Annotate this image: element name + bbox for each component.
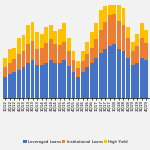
- Bar: [99, 30, 103, 53]
- Bar: [90, 48, 94, 63]
- Bar: [44, 63, 48, 98]
- Bar: [81, 51, 84, 62]
- Bar: [31, 22, 34, 40]
- Bar: [17, 70, 21, 98]
- Bar: [67, 38, 71, 51]
- Bar: [58, 63, 62, 98]
- Bar: [99, 10, 103, 30]
- Bar: [94, 23, 98, 39]
- Bar: [58, 29, 62, 45]
- Bar: [17, 38, 21, 54]
- Bar: [40, 65, 44, 98]
- Bar: [49, 39, 53, 60]
- Bar: [112, 0, 116, 14]
- Bar: [99, 53, 103, 98]
- Bar: [8, 49, 12, 63]
- Bar: [103, 6, 107, 22]
- Bar: [49, 25, 53, 39]
- Bar: [112, 14, 116, 44]
- Bar: [53, 63, 57, 98]
- Bar: [90, 32, 94, 48]
- Bar: [108, 15, 112, 46]
- Bar: [144, 30, 148, 43]
- Legend: Leveraged Loans, Institutional Loans, High Yield: Leveraged Loans, Institutional Loans, Hi…: [22, 138, 130, 146]
- Bar: [72, 72, 75, 98]
- Bar: [76, 61, 80, 68]
- Bar: [8, 63, 12, 74]
- Bar: [131, 65, 135, 98]
- Bar: [12, 72, 16, 98]
- Bar: [26, 63, 30, 98]
- Bar: [53, 31, 57, 44]
- Bar: [17, 54, 21, 70]
- Bar: [135, 34, 139, 46]
- Bar: [126, 38, 130, 58]
- Bar: [49, 60, 53, 98]
- Bar: [62, 60, 66, 98]
- Bar: [85, 54, 89, 67]
- Bar: [135, 63, 139, 98]
- Bar: [81, 61, 84, 72]
- Bar: [22, 51, 25, 67]
- Bar: [3, 58, 7, 67]
- Bar: [144, 43, 148, 60]
- Bar: [108, 46, 112, 98]
- Bar: [40, 34, 44, 48]
- Bar: [81, 72, 84, 98]
- Bar: [58, 45, 62, 63]
- Bar: [40, 48, 44, 65]
- Bar: [44, 43, 48, 63]
- Bar: [72, 51, 75, 60]
- Bar: [108, 0, 112, 15]
- Bar: [126, 58, 130, 98]
- Bar: [85, 42, 89, 54]
- Bar: [31, 60, 34, 98]
- Bar: [131, 42, 135, 51]
- Bar: [26, 25, 30, 44]
- Bar: [3, 76, 7, 98]
- Bar: [8, 74, 12, 98]
- Bar: [67, 51, 71, 66]
- Bar: [53, 44, 57, 63]
- Bar: [122, 51, 125, 98]
- Bar: [94, 39, 98, 58]
- Bar: [103, 49, 107, 98]
- Bar: [140, 38, 144, 58]
- Bar: [62, 42, 66, 60]
- Bar: [12, 48, 16, 59]
- Bar: [144, 60, 148, 98]
- Bar: [22, 35, 25, 51]
- Bar: [35, 65, 39, 98]
- Bar: [35, 49, 39, 65]
- Bar: [117, 21, 121, 49]
- Bar: [112, 44, 116, 98]
- Bar: [94, 58, 98, 98]
- Bar: [103, 22, 107, 49]
- Bar: [117, 0, 121, 21]
- Bar: [76, 76, 80, 98]
- Bar: [90, 63, 94, 98]
- Bar: [35, 32, 39, 49]
- Bar: [72, 60, 75, 72]
- Bar: [62, 23, 66, 42]
- Bar: [31, 40, 34, 60]
- Bar: [135, 46, 139, 63]
- Bar: [117, 49, 121, 98]
- Bar: [22, 67, 25, 98]
- Bar: [3, 67, 7, 76]
- Bar: [76, 68, 80, 76]
- Bar: [85, 67, 89, 98]
- Bar: [140, 58, 144, 98]
- Bar: [67, 66, 71, 98]
- Bar: [44, 27, 48, 43]
- Bar: [122, 8, 125, 25]
- Bar: [131, 51, 135, 65]
- Bar: [26, 44, 30, 63]
- Bar: [12, 59, 16, 72]
- Bar: [122, 25, 125, 51]
- Bar: [140, 23, 144, 38]
- Bar: [126, 27, 130, 38]
